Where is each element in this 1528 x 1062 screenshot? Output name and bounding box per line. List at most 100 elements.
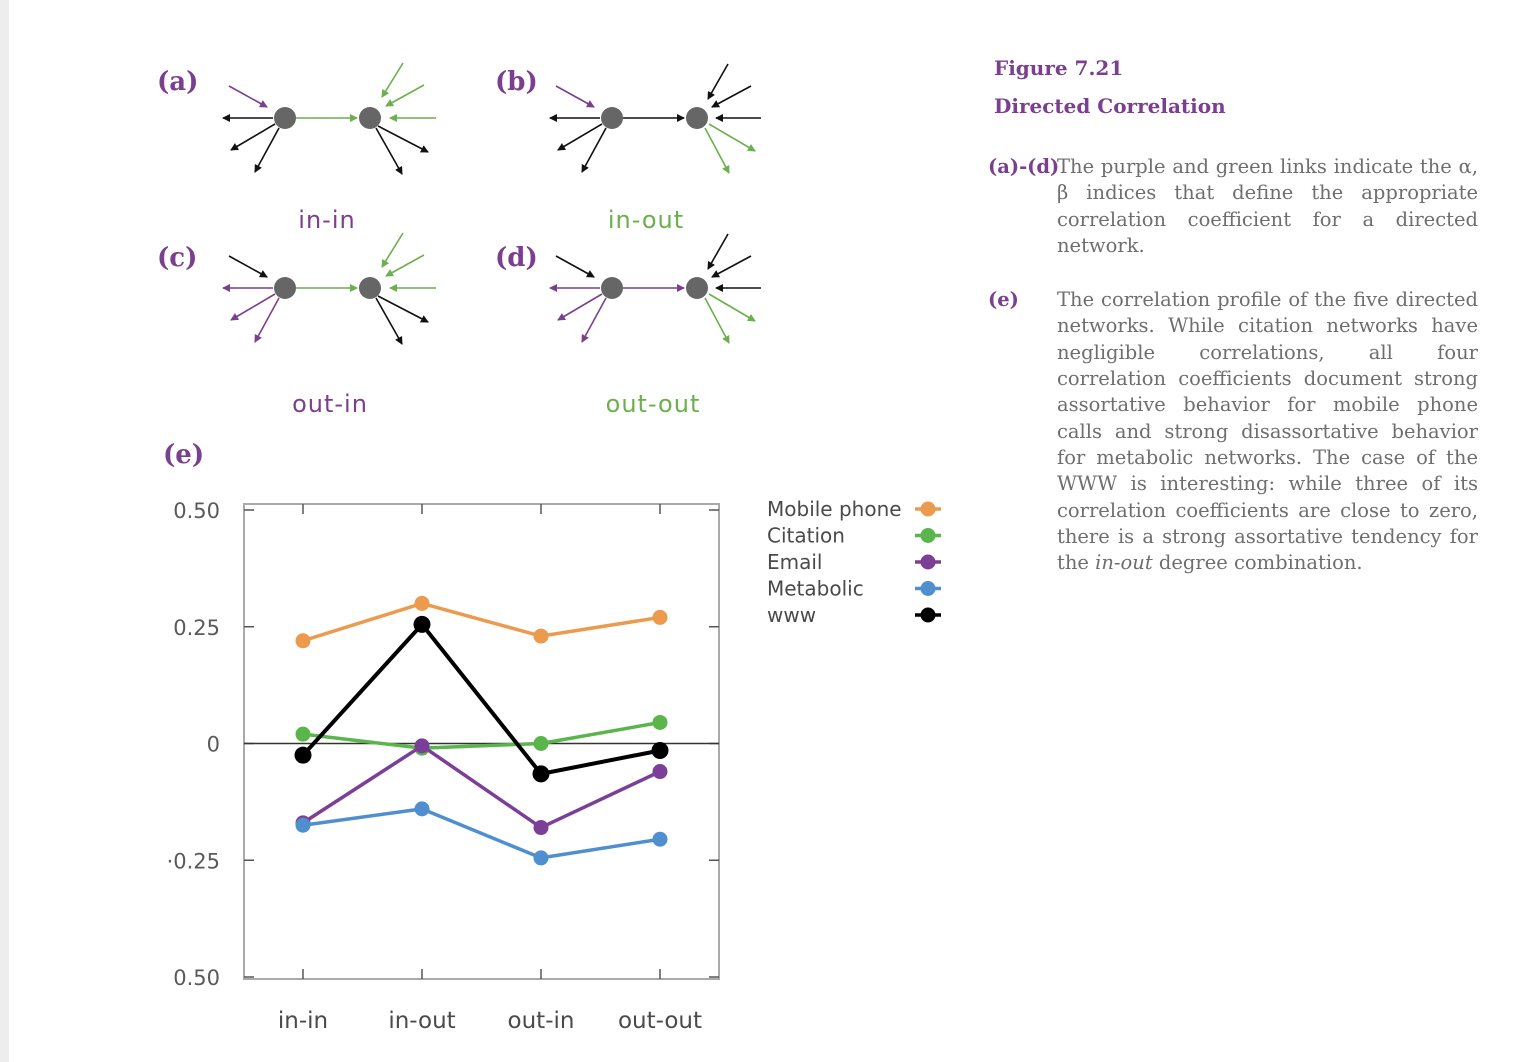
series-line-metabolic xyxy=(302,807,661,860)
left-node xyxy=(274,107,296,129)
series-line-mobile-phone xyxy=(302,601,661,643)
data-point-www xyxy=(413,615,431,633)
legend-swatch-dot-metabolic xyxy=(920,581,936,596)
diagram-a-caption: in-in xyxy=(298,206,355,234)
panel-d-label: (d) xyxy=(495,243,538,273)
right-outgoing-arrow xyxy=(708,293,756,322)
data-point-citation xyxy=(652,714,668,730)
series-line-email xyxy=(302,744,661,830)
x-tick-labels: in-in in-out out-in out-out xyxy=(278,1008,702,1034)
legend-swatch-dot-citation xyxy=(920,528,936,543)
data-point-citation xyxy=(295,726,311,742)
caption-key-a-d: (a)-(d) xyxy=(988,155,1060,178)
right-outgoing-arrow xyxy=(704,127,730,174)
left-outgoing-arrow xyxy=(557,293,603,321)
left-incoming-arrow xyxy=(228,255,268,278)
y-tick-label: 0 xyxy=(207,733,220,757)
left-incoming-arrow xyxy=(555,255,595,278)
caption-text-e-part2: degree combination. xyxy=(1152,551,1363,575)
data-point-mobile-phone xyxy=(533,628,549,644)
x-tick-label: in-in xyxy=(278,1008,328,1034)
caption-text-e: The correlation profile of the five dire… xyxy=(1057,287,1478,576)
left-outgoing-arrow xyxy=(230,293,276,321)
legend-label-metabolic: Metabolic xyxy=(767,577,864,601)
left-outgoing-arrow xyxy=(254,297,280,343)
left-node xyxy=(601,277,623,299)
panel-e-label: (e) xyxy=(163,440,204,470)
left-node xyxy=(274,277,296,299)
data-point-citation xyxy=(533,736,549,751)
panel-c-label: (c) xyxy=(157,243,197,273)
y-tick-label: 0.50 xyxy=(173,499,220,523)
legend-label-mobile-phone: Mobile phone xyxy=(767,497,902,521)
legend-label-citation: Citation xyxy=(767,524,845,548)
left-incoming-arrow xyxy=(555,85,595,108)
legend-label-www: www xyxy=(767,603,816,627)
caption-text-a-d: The purple and green links indicate the … xyxy=(1057,155,1478,257)
figure-number: Figure 7.21 xyxy=(994,56,1124,80)
right-incoming-arrow xyxy=(707,63,729,100)
y-tick-label: 0.50 xyxy=(173,966,220,990)
data-point-email xyxy=(652,764,668,780)
data-point-metabolic xyxy=(414,801,430,817)
data-point-mobile-phone xyxy=(295,633,311,649)
correlation-chart: (e) 0.50 0.25 0 ·0.25 0.50 in-in in-out out-in… xyxy=(163,440,941,1034)
right-outgoing-arrow xyxy=(708,123,756,152)
plot-frame xyxy=(243,503,720,980)
left-outgoing-arrow xyxy=(557,123,603,151)
legend-swatch-dot-email xyxy=(920,554,936,570)
diagram-d-caption: out-out xyxy=(606,390,701,418)
left-outgoing-arrow xyxy=(254,127,280,173)
right-outgoing-arrow xyxy=(377,125,429,153)
right-outgoing-arrow xyxy=(704,297,730,344)
left-outgoing-arrow xyxy=(581,297,607,343)
right-incoming-arrow xyxy=(381,62,404,98)
data-point-mobile-phone xyxy=(414,595,430,611)
left-node xyxy=(601,107,623,129)
left-outgoing-arrow xyxy=(581,127,607,173)
right-incoming-arrow xyxy=(711,255,752,278)
right-node xyxy=(359,277,381,299)
legend-swatch-dot-www xyxy=(920,607,936,623)
right-node xyxy=(686,107,708,129)
data-point-mobile-phone xyxy=(652,609,668,625)
panel-b-label: (b) xyxy=(495,67,538,97)
x-tick-label: out-out xyxy=(618,1008,702,1034)
right-incoming-arrow xyxy=(385,254,425,277)
series-line-www xyxy=(301,622,661,776)
right-incoming-arrow xyxy=(381,232,404,268)
data-point-email xyxy=(414,738,430,754)
data-point-www xyxy=(294,746,312,764)
right-incoming-arrow xyxy=(711,85,752,108)
series-line-citation xyxy=(302,720,661,750)
right-outgoing-arrow xyxy=(375,297,403,345)
left-margin-strip xyxy=(0,0,9,1062)
diagram-b-caption: in-out xyxy=(608,206,684,234)
data-point-metabolic xyxy=(533,850,549,866)
y-tick-labels: 0.50 0.25 0 ·0.25 0.50 xyxy=(167,499,220,990)
caption-text-e-part1: The correlation profile of the five dire… xyxy=(1057,288,1478,575)
figure-title: Directed Correlation xyxy=(994,94,1226,118)
diagram-out-in xyxy=(222,232,436,345)
y-tick-label: ·0.25 xyxy=(167,849,220,873)
diagram-in-in xyxy=(222,62,436,175)
series-lines xyxy=(294,595,669,866)
x-tick-label: out-in xyxy=(508,1008,575,1034)
right-outgoing-arrow xyxy=(375,127,403,175)
diagrams-svg: (a) (b) (c) (d) in-in in-out out-in out-… xyxy=(157,62,761,418)
caption-item-a-d: (a)-(d) The purple and green links indic… xyxy=(988,154,1478,259)
left-incoming-arrow xyxy=(228,85,268,108)
data-point-www xyxy=(651,742,669,760)
y-tick-label: 0.25 xyxy=(173,616,220,640)
right-outgoing-arrow xyxy=(377,295,429,323)
diagram-out-out xyxy=(549,233,761,344)
right-node xyxy=(686,277,708,299)
data-point-metabolic xyxy=(295,817,311,833)
figure-caption: Figure 7.21 Directed Correlation (a)-(d)… xyxy=(988,56,1478,604)
legend-label-email: Email xyxy=(767,550,823,574)
legend-swatch-dot-mobile-phone xyxy=(920,501,936,517)
caption-item-e: (e) The correlation profile of the five … xyxy=(988,287,1478,576)
diagram-in-out xyxy=(549,63,761,174)
x-tick-label: in-out xyxy=(388,1008,455,1034)
